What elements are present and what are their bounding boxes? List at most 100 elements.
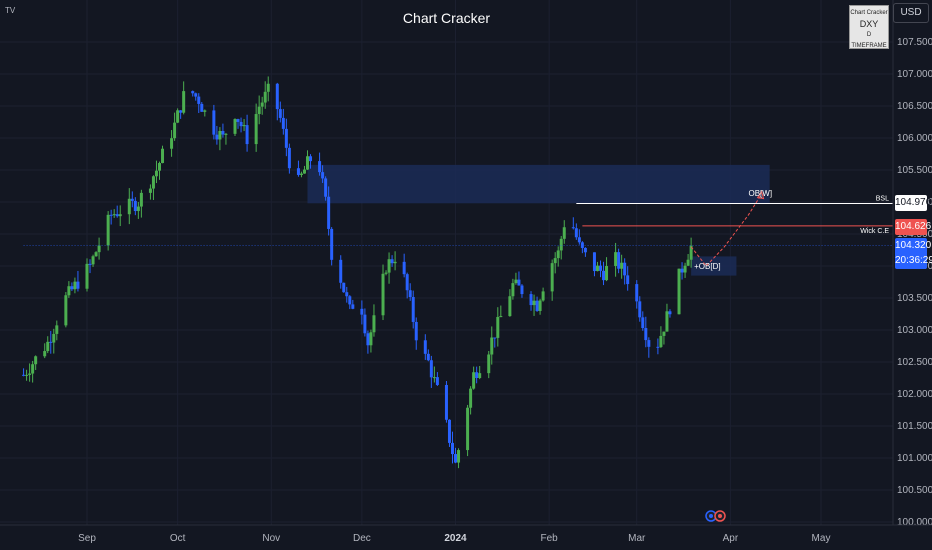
event-icons[interactable] (705, 510, 726, 522)
bsl-price-tag: 104.976 (895, 195, 931, 211)
candle-body (454, 454, 458, 463)
candle-body (233, 119, 237, 134)
candle-body (638, 301, 642, 318)
time-tick-label: 2024 (444, 533, 467, 544)
candle-body (614, 252, 618, 266)
candle-body (595, 265, 599, 272)
candle-body (176, 110, 180, 123)
candle-body (493, 337, 497, 339)
candle-body (148, 188, 152, 193)
candle-body (218, 130, 222, 140)
candle-body (517, 279, 521, 286)
candle-body (94, 252, 98, 257)
candle-body (85, 263, 89, 289)
order-block-zones (307, 164, 770, 276)
candle-body (617, 252, 621, 269)
candle-body (641, 317, 645, 329)
candle-body (330, 228, 334, 260)
candle-body (275, 83, 279, 110)
candle-body (112, 214, 116, 216)
candle-body (306, 156, 310, 170)
time-tick-label: Oct (170, 533, 186, 544)
candle-body (34, 356, 38, 365)
price-tick-label: 102.500 (897, 357, 932, 368)
info-box-timeframe: D TIMEFRAME (851, 32, 887, 49)
candle-body (257, 106, 261, 115)
candle-body (70, 286, 74, 290)
candle-body (562, 227, 566, 239)
candle-body (260, 102, 264, 107)
candle-body (683, 265, 687, 273)
time-axis[interactable]: Sep Oct Nov Dec 2024 Feb Mar Apr May (0, 524, 932, 544)
candle-body (22, 374, 26, 376)
candle-body (287, 147, 291, 169)
candle-body (390, 259, 394, 264)
currency-button[interactable]: USD (893, 3, 929, 23)
candle-body (559, 238, 563, 251)
time-tick-label: Nov (262, 533, 280, 544)
tradingview-logo: TV (5, 6, 16, 15)
candle-body (342, 282, 346, 293)
candle-body (28, 373, 32, 375)
candle-body (151, 176, 155, 189)
price-tick-label: 106.500 (897, 101, 932, 112)
price-tick-label: 102.000 (897, 389, 932, 400)
price-tick-label: 100.000 (897, 517, 932, 528)
candle-body (475, 372, 479, 378)
grid-lines (0, 0, 893, 525)
time-tick-label: Mar (628, 533, 646, 544)
candle-body (662, 331, 666, 336)
candle-body (478, 373, 482, 378)
wick-ce-label: Wick C.E (860, 228, 889, 235)
candle-body (659, 335, 663, 347)
candle-body (67, 286, 71, 296)
candle-body (635, 284, 639, 302)
candle-body (49, 341, 53, 343)
price-tick-label: 106.000 (897, 133, 932, 144)
info-box-symbol: DXY (859, 19, 879, 29)
candle-body (508, 296, 512, 317)
candle-body (43, 351, 47, 357)
candle-body (366, 333, 370, 346)
candle-body (127, 198, 131, 215)
candle-body (665, 311, 669, 332)
candle-body (387, 259, 391, 273)
candle-body (423, 340, 427, 354)
candle-body (553, 258, 557, 264)
price-tick-label: 101.500 (897, 421, 932, 432)
economic-event-dot (709, 514, 713, 518)
candle-body (538, 300, 542, 311)
time-tick-label: Feb (541, 533, 559, 544)
candle-body (574, 228, 578, 238)
candle-body (194, 93, 198, 97)
candle-body (191, 91, 195, 94)
candle-body (520, 285, 524, 295)
price-tick-label: 100.500 (897, 485, 932, 496)
candle-body (680, 268, 684, 273)
candle-body (245, 125, 249, 145)
level-lines (23, 190, 893, 267)
candle-body (623, 262, 627, 276)
candle-body (31, 364, 35, 374)
candle-body (426, 353, 430, 361)
candle-body (182, 91, 186, 113)
candle-body (620, 262, 624, 269)
time-tick-label: Dec (353, 533, 371, 544)
candle-body (469, 388, 473, 408)
candle-body (514, 279, 518, 284)
candle-body (550, 263, 554, 292)
candle-body (541, 291, 545, 301)
candle-body (384, 272, 388, 274)
candle-body (302, 169, 306, 174)
candle-body (487, 354, 491, 374)
projection-path (690, 195, 762, 267)
candle-body (281, 117, 285, 129)
candle-body (242, 125, 246, 127)
candle-body (496, 316, 500, 338)
last-price-tag: 104.320 (895, 238, 931, 254)
price-tick-label: 103.500 (897, 293, 932, 304)
candle-body (64, 295, 68, 326)
symbol-info-box: Chart Cracker DXY D TIMEFRAME (849, 5, 889, 49)
price-tick-label: 107.500 (897, 37, 932, 48)
